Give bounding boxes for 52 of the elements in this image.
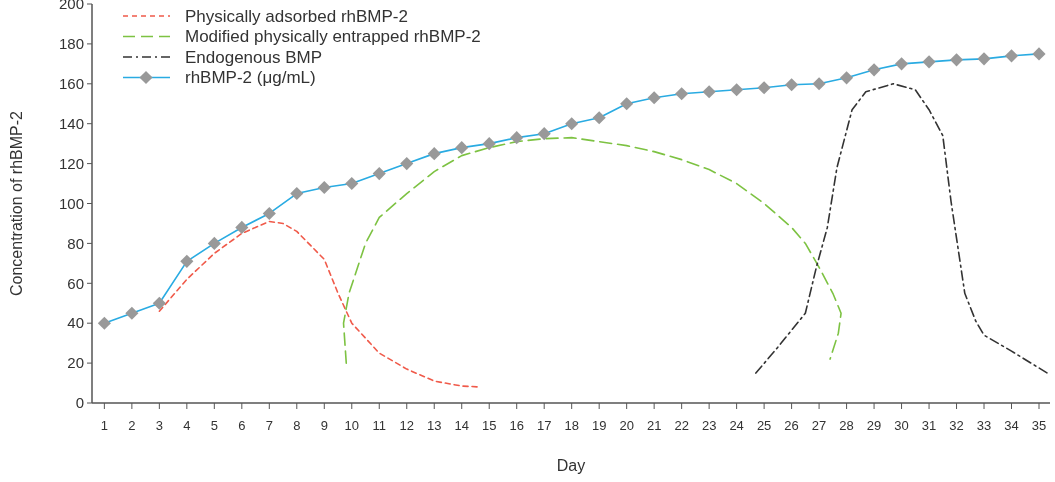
x-tick-label: 27 <box>811 418 827 433</box>
x-tick-label: 34 <box>1004 418 1019 433</box>
x-tick-label: 13 <box>427 418 442 433</box>
x-tick-label: 19 <box>591 418 607 433</box>
x-tick-label: 12 <box>399 418 414 433</box>
x-tick-label: 32 <box>949 418 964 433</box>
x-tick-label: 4 <box>183 418 191 433</box>
x-tick-label: 18 <box>564 418 579 433</box>
x-tick-label: 6 <box>238 418 246 433</box>
y-tick-label: 160 <box>58 75 84 93</box>
x-tick-label: 15 <box>481 418 497 433</box>
y-tick-label: 20 <box>67 354 84 372</box>
x-tick-label: 28 <box>839 418 854 433</box>
y-axis-title: Concentration of rhBMP-2 <box>8 110 25 296</box>
x-tick-label: 14 <box>454 418 469 433</box>
x-tick-label: 31 <box>921 418 937 433</box>
x-tick-label: 2 <box>128 418 136 433</box>
x-tick-label: 10 <box>344 418 360 433</box>
x-tick-label: 8 <box>293 418 301 433</box>
y-tick-label: 120 <box>58 154 84 172</box>
legend-label: Endogenous BMP <box>185 47 323 67</box>
x-tick-label: 26 <box>784 418 799 433</box>
x-tick-label: 25 <box>756 418 772 433</box>
x-tick-label: 20 <box>619 418 634 433</box>
x-tick-label: 23 <box>701 418 717 433</box>
x-tick-label: 9 <box>320 418 328 433</box>
x-tick-label: 22 <box>674 418 689 433</box>
x-tick-label: 11 <box>372 418 387 433</box>
x-tick-label: 7 <box>265 418 273 433</box>
x-axis-title: Day <box>556 457 586 474</box>
x-tick-label: 30 <box>894 418 909 433</box>
legend-label: Modified physically entrapped rhBMP-2 <box>185 27 481 47</box>
legend-label: rhBMP-2 (μg/mL) <box>185 68 316 88</box>
line-series <box>755 83 1049 374</box>
x-tick-label: 33 <box>976 418 992 433</box>
x-tick-label: 1 <box>100 418 108 433</box>
x-tick-label: 16 <box>509 418 524 433</box>
y-tick-label: 60 <box>67 274 84 292</box>
x-tick-label: 17 <box>536 418 552 433</box>
y-tick-label: 100 <box>58 194 84 212</box>
x-tick-label: 29 <box>866 418 882 433</box>
y-tick-label: 140 <box>58 114 84 132</box>
y-tick-label: 0 <box>75 394 84 412</box>
x-tick-label: 3 <box>155 418 163 433</box>
x-tick-label: 5 <box>210 418 218 433</box>
x-tick-label: 24 <box>729 418 744 433</box>
x-tick-label: 35 <box>1031 418 1047 433</box>
x-tick-label: 21 <box>646 418 662 433</box>
y-tick-label: 40 <box>67 314 84 332</box>
legend-label: Physically adsorbed rhBMP-2 <box>185 6 408 26</box>
y-tick-label: 80 <box>67 234 84 252</box>
y-tick-label: 180 <box>58 35 84 53</box>
